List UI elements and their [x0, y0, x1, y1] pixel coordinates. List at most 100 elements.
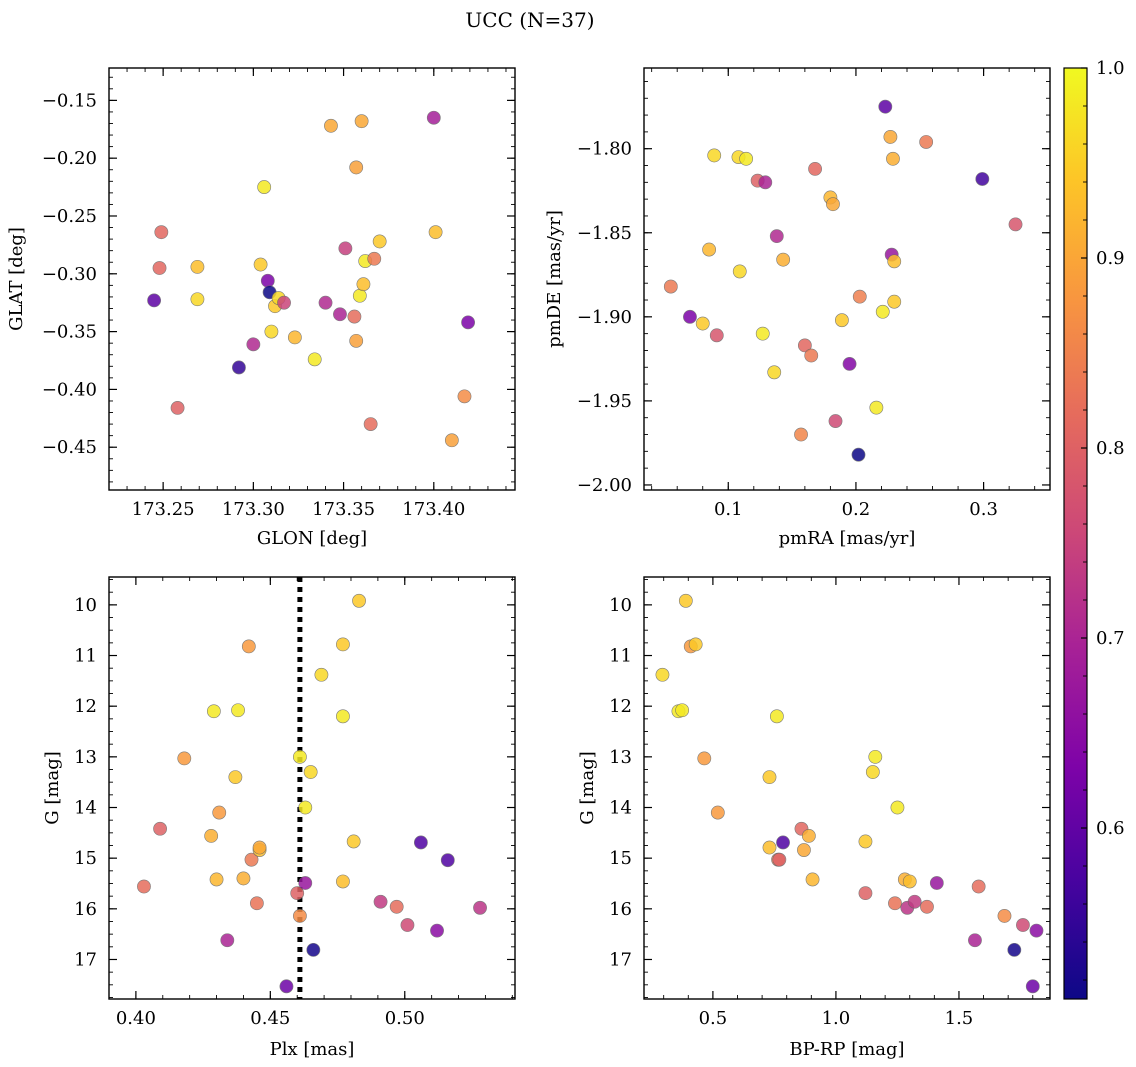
- scatter-point: [154, 225, 169, 240]
- scatter-point: [920, 899, 934, 914]
- scatter-point: [190, 259, 205, 274]
- scatter-point: [929, 876, 944, 890]
- scatter-point: [293, 909, 307, 923]
- scatter-point: [683, 309, 697, 324]
- scatter-point: [842, 357, 857, 371]
- scatter-point: [363, 417, 378, 431]
- scatter-point: [236, 871, 251, 886]
- scatter-point: [851, 447, 866, 462]
- figure-title: UCC (N=37): [465, 8, 594, 32]
- y-axis-label: pmDE [mas/yr]: [544, 210, 565, 348]
- scatter-point: [137, 879, 151, 894]
- scatter-point: [293, 749, 307, 764]
- x-tick-label: 173.40: [402, 499, 465, 520]
- scatter-point: [228, 770, 243, 785]
- x-tick-label: 0.3: [969, 499, 998, 520]
- scatter-point: [883, 130, 898, 144]
- scatter-point: [457, 389, 472, 404]
- scatter-point: [834, 313, 849, 328]
- scatter-point: [400, 918, 415, 932]
- scatter-point: [869, 400, 884, 415]
- scatter-point: [886, 151, 900, 166]
- x-tick-label: 0.1: [714, 499, 743, 520]
- scatter-point: [338, 241, 353, 256]
- scatter-point: [808, 161, 822, 176]
- scatter-point: [707, 148, 722, 163]
- scatter-point: [655, 667, 670, 682]
- y-tick-label: −0.20: [42, 148, 97, 169]
- y-tick-label: 12: [609, 696, 632, 717]
- scatter-point: [303, 765, 318, 779]
- y-tick-label: −1.95: [577, 391, 632, 412]
- scatter-point: [336, 709, 350, 724]
- colorbar-tick-label: 1.0: [1096, 58, 1125, 79]
- scatter-point: [246, 337, 261, 352]
- scatter-point: [732, 264, 747, 279]
- y-tick-label: −2.00: [577, 475, 632, 496]
- scatter-point: [253, 257, 268, 272]
- plot-frame: [643, 67, 1051, 491]
- scatter-point: [997, 909, 1012, 923]
- x-axis-label: BP-RP [mag]: [789, 1039, 904, 1060]
- scatter-point: [858, 886, 873, 901]
- scatter-point: [298, 876, 313, 890]
- scatter-point: [356, 277, 371, 292]
- scatter-point: [878, 99, 893, 114]
- scatter-point: [828, 414, 843, 428]
- scatter-point: [762, 840, 777, 855]
- scatter-point: [907, 894, 922, 909]
- x-axis-label: Plx [mas]: [270, 1039, 355, 1060]
- scatter-point: [762, 770, 777, 785]
- y-tick-label: 10: [609, 595, 632, 616]
- scatter-point: [826, 197, 840, 212]
- scatter-point: [306, 942, 321, 957]
- y-tick-label: 11: [74, 646, 97, 667]
- scatter-point: [702, 242, 717, 257]
- scatter-point: [260, 273, 275, 288]
- y-tick-label: −0.40: [42, 379, 97, 400]
- scatter-point: [1007, 942, 1022, 957]
- x-tick-label: 173.25: [132, 499, 195, 520]
- scatter-point: [147, 293, 162, 308]
- y-tick-label: 14: [74, 798, 97, 819]
- scatter-point: [372, 234, 387, 249]
- y-tick-label: −0.25: [42, 206, 97, 227]
- scatter-point: [805, 872, 820, 887]
- y-tick-label: −0.15: [42, 90, 97, 111]
- scatter-point: [347, 309, 362, 324]
- panel-bprp-g: 0.5 1.0 1.5 10 11 12 13 14 15 16 17 BP-RP [mag] G …: [577, 576, 1051, 1060]
- y-tick-label: 13: [609, 747, 632, 768]
- y-tick-label: −1.80: [577, 139, 632, 160]
- scatter-point: [336, 874, 350, 889]
- scatter-point: [349, 160, 364, 175]
- y-tick-label: −1.90: [577, 307, 632, 328]
- scatter-point: [231, 703, 245, 718]
- y-tick-label: −1.85: [577, 223, 632, 244]
- scatter-point: [695, 316, 710, 331]
- scatter-point: [354, 114, 369, 129]
- scatter-point: [1025, 979, 1040, 994]
- plot-frame: [108, 67, 516, 491]
- y-tick-label: 12: [74, 696, 97, 717]
- scatter-point: [772, 852, 787, 867]
- scatter-point: [426, 110, 441, 125]
- scatter-point: [346, 834, 361, 849]
- scatter-point: [1016, 918, 1030, 932]
- scatter-point: [767, 365, 782, 380]
- colorbar-tick-label: 0.6: [1096, 818, 1125, 839]
- scatter-point: [801, 828, 816, 843]
- scatter-point: [428, 225, 443, 240]
- scatter-point: [887, 254, 902, 269]
- scatter-point: [153, 821, 167, 836]
- y-tick-label: 17: [74, 949, 97, 970]
- scatter-point: [919, 135, 934, 149]
- scatter-point: [675, 703, 690, 718]
- scatter-point: [204, 828, 219, 843]
- scatter-point: [663, 279, 678, 294]
- scatter-point: [865, 765, 880, 779]
- scatter-point: [461, 315, 475, 330]
- panel-glon-glat: 173.25 173.30 173.35 173.40 −0.45 −0.40 −0.35 −…: [6, 67, 516, 549]
- colorbar-tick-label: 0.8: [1096, 438, 1125, 459]
- scatter-point: [190, 292, 205, 307]
